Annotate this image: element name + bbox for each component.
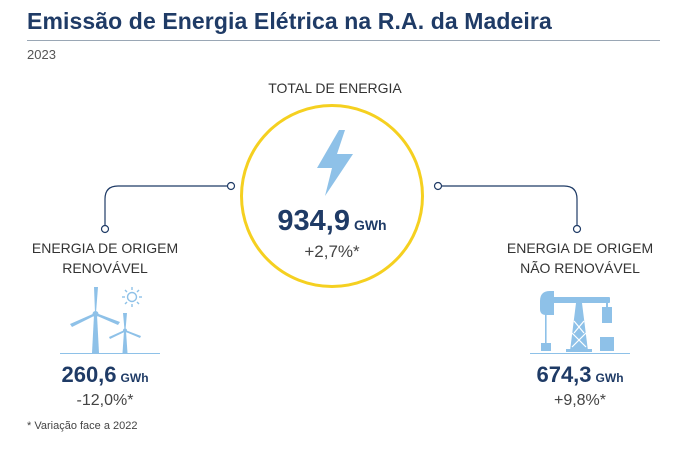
non-renewable-label-line1: ENERGIA DE ORIGEM [506,240,654,256]
footnote: * Variação face a 2022 [27,420,138,432]
non-renewable-change: +9,8%* [553,392,607,409]
non-renewable-number: 674,3 [536,362,592,387]
total-energy-unit: GWh [353,217,387,233]
connector-right-dot-label [572,224,582,234]
non-renewable-label: ENERGIA DE ORIGEM NÃO RENOVÁVEL [480,238,680,278]
connector-left [104,185,227,226]
year-label: 2023 [27,47,56,62]
non-renewable-label-line2: NÃO RENOVÁVEL [520,260,640,276]
connector-left-dot-circle [226,181,236,191]
non-renewable-value: 674,3 GWh [480,362,680,388]
renewable-number: 260,6 [61,362,117,387]
renewable-change: -12,0%* [76,392,134,409]
total-energy-number: 934,9 [277,205,350,237]
renewable-label: ENERGIA DE ORIGEM RENOVÁVEL [10,238,200,278]
connector-right [442,185,578,226]
total-energy-value: 934,9 GWh [232,205,432,238]
connector-left-dot-label [100,224,110,234]
total-energy-label: TOTAL DE ENERGIA [268,80,402,96]
title-divider [27,40,660,41]
connector-right-dot-circle [433,181,443,191]
page-title: Emissão de Energia Elétrica na R.A. da M… [27,8,552,34]
total-energy-change: +2,7%* [304,242,360,261]
renewable-unit: GWh [120,371,149,385]
total-energy-circle [240,104,424,288]
renewable-value: 260,6 GWh [10,362,200,388]
non-renewable-unit: GWh [595,371,624,385]
renewable-label-line1: ENERGIA DE ORIGEM [31,240,179,256]
wind-turbine-sun-icon [60,287,160,354]
lightning-bolt-icon [317,130,353,196]
oil-pump-icon [530,291,630,354]
renewable-label-line2: RENOVÁVEL [62,260,148,276]
